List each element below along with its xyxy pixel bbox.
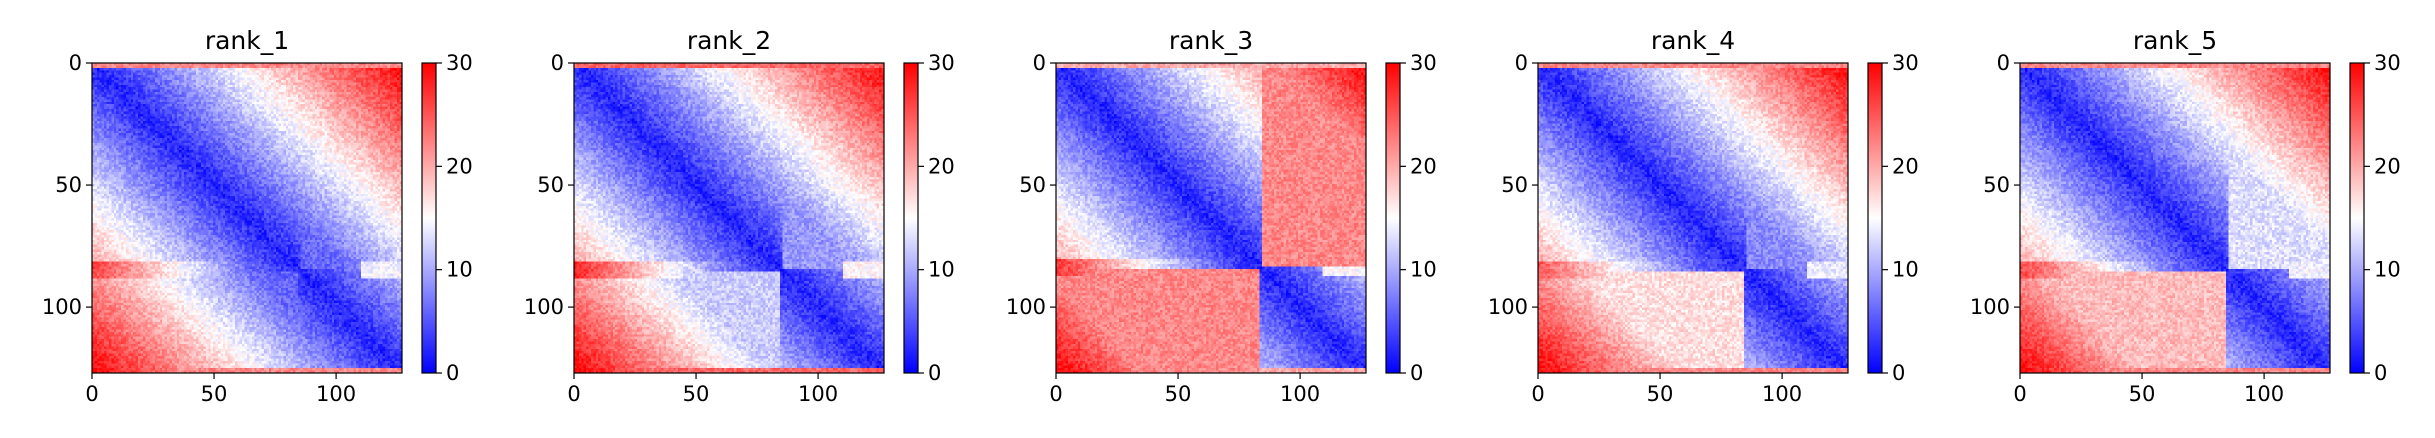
- plot-frame: [91, 62, 403, 374]
- colorbar: [1867, 62, 1883, 374]
- colorbar-tick-label: 0: [2374, 361, 2387, 385]
- panel-title: rank_2: [687, 26, 771, 55]
- colorbar-tick-label: 10: [446, 258, 473, 282]
- colorbar-tick-label: 30: [1410, 51, 1437, 75]
- colorbar: [1385, 62, 1401, 374]
- x-tick-label: 0: [1531, 382, 1544, 406]
- colorbar-tick-label: 30: [928, 51, 955, 75]
- plot-frame: [1055, 62, 1367, 374]
- x-tick-label: 100: [1762, 382, 1802, 406]
- x-tick-label: 50: [2129, 382, 2156, 406]
- x-tick-label: 50: [201, 382, 228, 406]
- y-tick-label: 50: [1501, 173, 1528, 197]
- colorbar: [903, 62, 919, 374]
- y-tick-label: 0: [69, 51, 82, 75]
- x-tick-label: 50: [1165, 382, 1192, 406]
- colorbar-tick-label: 0: [1410, 361, 1423, 385]
- colorbar-tick-label: 10: [928, 258, 955, 282]
- x-tick-label: 50: [683, 382, 710, 406]
- colorbar-tick-label: 10: [1892, 258, 1919, 282]
- x-tick-label: 100: [798, 382, 838, 406]
- colorbar: [421, 62, 437, 374]
- heatmap-image: [92, 63, 402, 373]
- y-tick-label: 0: [551, 51, 564, 75]
- panel-title: rank_1: [205, 26, 289, 55]
- plot-frame: [1537, 62, 1849, 374]
- colorbar-tick-label: 0: [446, 361, 459, 385]
- colorbar-tick-label: 20: [1892, 154, 1919, 178]
- y-tick-label: 50: [55, 173, 82, 197]
- heatmap-image: [574, 63, 884, 373]
- colorbar-tick-label: 20: [1410, 154, 1437, 178]
- panel-title: rank_3: [1169, 26, 1253, 55]
- x-tick-label: 100: [2244, 382, 2284, 406]
- colorbar: [2349, 62, 2365, 374]
- y-tick-label: 50: [537, 173, 564, 197]
- colorbar-tick-label: 20: [928, 154, 955, 178]
- colorbar-tick-label: 0: [928, 361, 941, 385]
- x-tick-label: 0: [567, 382, 580, 406]
- plot-frame: [2019, 62, 2331, 374]
- colorbar-tick-label: 20: [2374, 154, 2401, 178]
- colorbar-tick-label: 0: [1892, 361, 1905, 385]
- x-tick-label: 0: [85, 382, 98, 406]
- plot-frame: [573, 62, 885, 374]
- x-tick-label: 50: [1647, 382, 1674, 406]
- x-tick-label: 100: [316, 382, 356, 406]
- x-tick-label: 0: [1049, 382, 1062, 406]
- x-tick-label: 100: [1280, 382, 1320, 406]
- heatmap-image: [1056, 63, 1366, 373]
- colorbar-tick-label: 20: [446, 154, 473, 178]
- x-tick-label: 0: [2013, 382, 2026, 406]
- y-tick-label: 100: [42, 295, 82, 319]
- y-tick-label: 0: [1515, 51, 1528, 75]
- colorbar-tick-label: 30: [1892, 51, 1919, 75]
- y-tick-label: 0: [1033, 51, 1046, 75]
- panel-title: rank_4: [1651, 26, 1735, 55]
- y-tick-label: 50: [1019, 173, 1046, 197]
- panel-title: rank_5: [2133, 26, 2217, 55]
- colorbar-tick-label: 10: [2374, 258, 2401, 282]
- y-tick-label: 100: [1970, 295, 2010, 319]
- heatmap-image: [2020, 63, 2330, 373]
- colorbar-tick-label: 30: [446, 51, 473, 75]
- y-tick-label: 100: [524, 295, 564, 319]
- colorbar-tick-label: 10: [1410, 258, 1437, 282]
- colorbar-tick-label: 30: [2374, 51, 2401, 75]
- y-tick-label: 0: [1997, 51, 2010, 75]
- y-tick-label: 100: [1488, 295, 1528, 319]
- heatmap-image: [1538, 63, 1848, 373]
- y-tick-label: 100: [1006, 295, 1046, 319]
- y-tick-label: 50: [1983, 173, 2010, 197]
